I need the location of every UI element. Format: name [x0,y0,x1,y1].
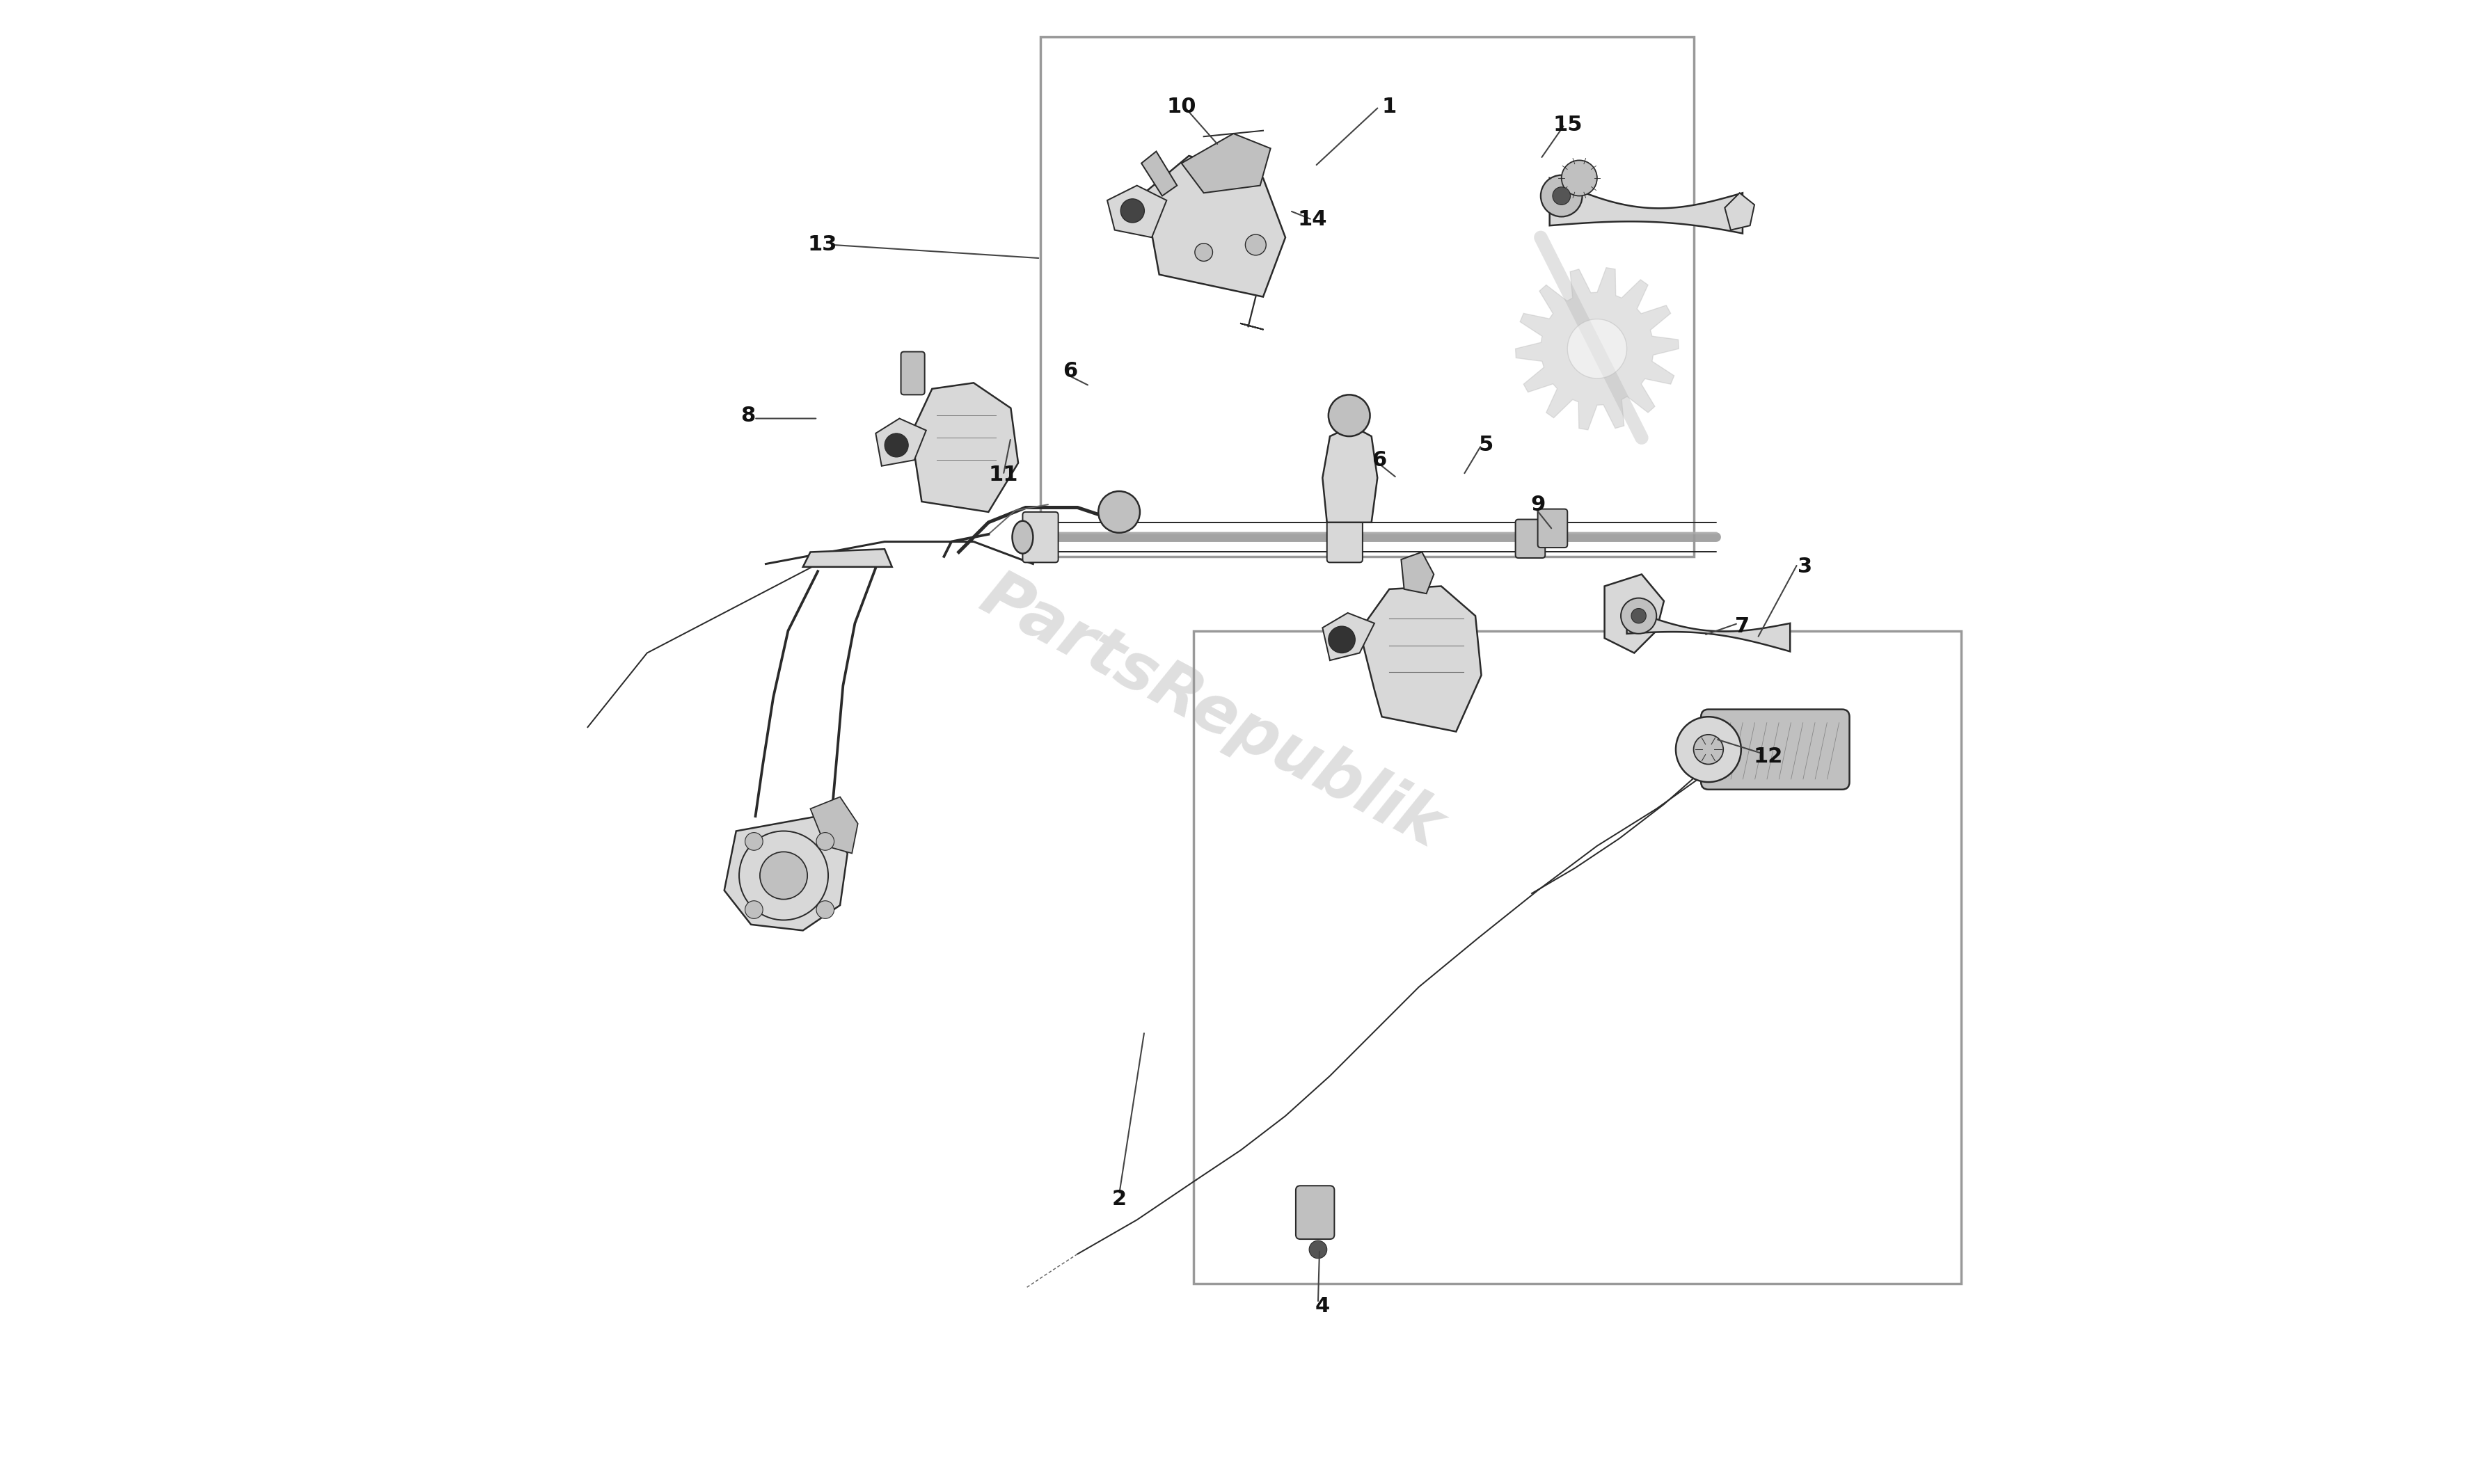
Bar [1040,37,1692,556]
Circle shape [1620,598,1655,634]
FancyBboxPatch shape [901,352,925,395]
Polygon shape [724,816,846,930]
Text: 4: 4 [1315,1296,1330,1316]
Text: 13: 13 [806,234,836,255]
Text: 5: 5 [1479,435,1494,456]
Ellipse shape [1012,521,1032,554]
Circle shape [1692,735,1722,764]
Polygon shape [911,383,1017,512]
Text: 7: 7 [1734,616,1749,637]
FancyBboxPatch shape [1022,512,1057,562]
Polygon shape [1181,134,1270,193]
Polygon shape [1548,178,1742,233]
FancyBboxPatch shape [1516,519,1546,558]
Polygon shape [1628,608,1789,651]
Circle shape [1193,243,1213,261]
Circle shape [1245,234,1265,255]
Text: 11: 11 [987,464,1017,485]
Polygon shape [1360,586,1481,732]
Circle shape [1568,319,1628,378]
Text: 15: 15 [1553,114,1583,135]
Polygon shape [1322,613,1374,660]
Circle shape [1675,717,1742,782]
Circle shape [1099,491,1139,533]
Polygon shape [1605,574,1662,653]
Text: 6: 6 [1062,361,1077,381]
Polygon shape [804,549,891,567]
Circle shape [1121,199,1144,223]
Circle shape [1553,187,1570,205]
Text: 12: 12 [1752,746,1781,767]
Circle shape [1327,395,1370,436]
Circle shape [744,833,762,850]
FancyBboxPatch shape [1538,509,1568,548]
Circle shape [1561,160,1598,196]
Circle shape [1310,1241,1327,1258]
Polygon shape [1322,426,1377,522]
Text: 2: 2 [1111,1189,1126,1209]
Text: 14: 14 [1298,209,1327,230]
Polygon shape [876,418,925,466]
Polygon shape [1724,193,1754,230]
Text: PartsRepublik: PartsRepublik [970,564,1451,861]
Text: 9: 9 [1531,494,1546,515]
Circle shape [744,901,762,919]
Circle shape [1630,608,1645,623]
Circle shape [816,901,834,919]
Polygon shape [1516,267,1677,430]
Circle shape [759,852,806,899]
FancyBboxPatch shape [1295,1186,1335,1239]
FancyBboxPatch shape [1327,512,1362,562]
Text: 3: 3 [1796,556,1811,577]
Circle shape [1541,175,1583,217]
Text: 6: 6 [1372,450,1387,470]
FancyBboxPatch shape [1699,709,1848,789]
Polygon shape [1144,156,1285,297]
Polygon shape [1402,552,1434,594]
Polygon shape [811,797,858,853]
Circle shape [1327,626,1355,653]
Text: 10: 10 [1166,96,1196,117]
Polygon shape [1141,151,1176,196]
Polygon shape [1107,186,1166,237]
Bar [1193,631,1960,1284]
Circle shape [883,433,908,457]
Text: 1: 1 [1382,96,1397,117]
Circle shape [816,833,834,850]
Text: 8: 8 [739,405,754,426]
